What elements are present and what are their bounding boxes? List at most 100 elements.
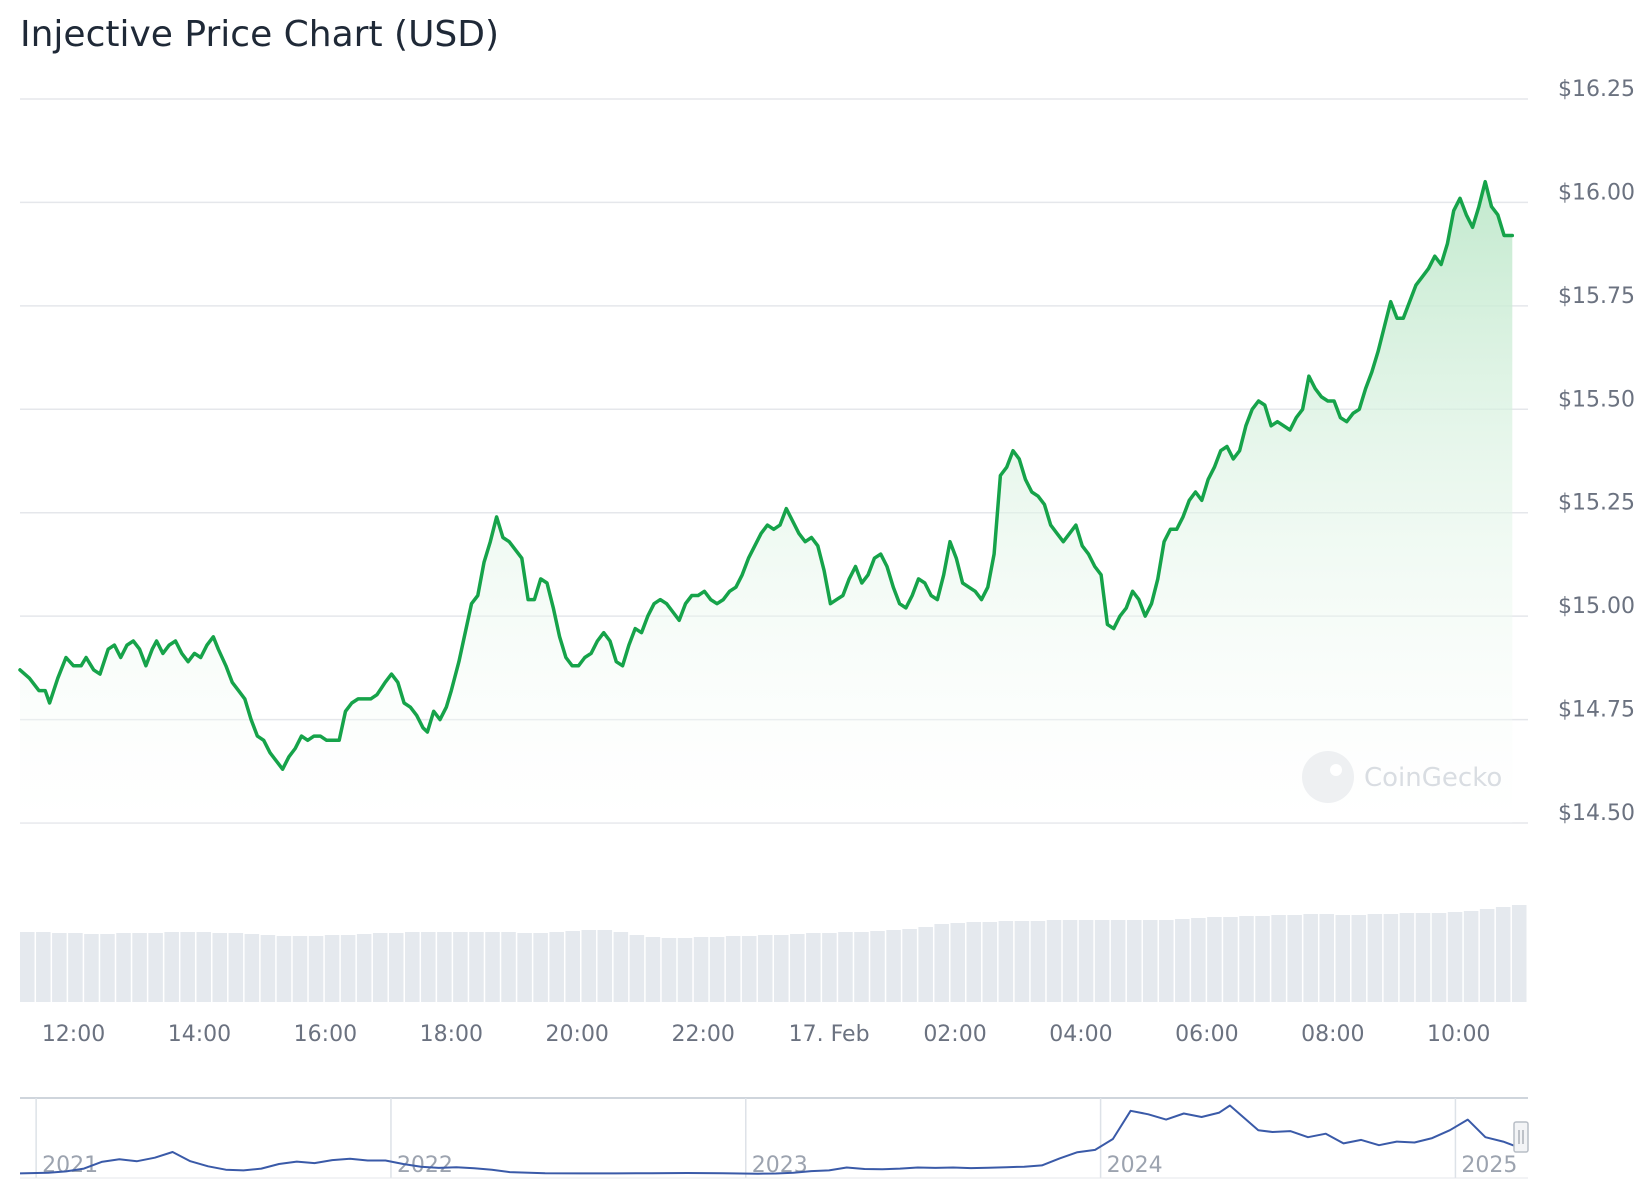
volume-bar: [292, 936, 308, 1002]
volume-bar: [950, 923, 966, 1002]
y-tick-label: $15.75: [1558, 284, 1635, 309]
volume-bar: [469, 932, 484, 1002]
y-tick-label: $15.25: [1558, 491, 1635, 516]
volume-bar: [757, 935, 773, 1002]
volume-bar: [613, 932, 629, 1002]
volume-bar: [164, 932, 179, 1002]
navigator-year-label: 2021: [42, 1153, 98, 1178]
volume-bar: [1094, 920, 1110, 1002]
volume-bar: [1335, 915, 1351, 1002]
volume-bar: [180, 932, 195, 1002]
volume-bar: [324, 935, 340, 1002]
y-tick-label: $15.00: [1558, 594, 1635, 619]
volume-bar: [517, 933, 532, 1002]
volume-bar: [645, 937, 661, 1002]
volume-bar: [966, 922, 982, 1002]
coingecko-watermark: CoinGecko: [1302, 751, 1502, 803]
volume-bar: [549, 932, 564, 1002]
volume-bar: [1287, 915, 1302, 1002]
y-tick-label: $15.50: [1558, 387, 1635, 412]
volume-bar: [1046, 920, 1062, 1002]
x-tick-label: 02:00: [923, 1022, 986, 1047]
y-tick-label: $16.25: [1558, 77, 1635, 102]
volume-bar: [1110, 920, 1126, 1002]
volume-bar: [356, 934, 372, 1002]
volume-bar: [822, 933, 837, 1002]
volume-bar: [132, 933, 147, 1002]
volume-bar: [84, 934, 99, 1002]
volume-bar: [597, 930, 613, 1002]
volume-bar: [1062, 920, 1078, 1002]
volume-bar: [982, 922, 998, 1002]
volume-bar: [1511, 905, 1527, 1002]
volume-bar: [1367, 914, 1383, 1002]
volume-bar: [661, 938, 677, 1002]
volume-bar: [581, 930, 597, 1002]
x-tick-label: 20:00: [546, 1022, 609, 1047]
x-tick-label: 04:00: [1049, 1022, 1112, 1047]
volume-bar: [533, 933, 548, 1002]
volume-bar: [1271, 915, 1286, 1002]
volume-bar: [1255, 916, 1270, 1002]
volume-bar: [52, 933, 67, 1002]
volume-bar: [1431, 913, 1447, 1002]
volume-bar: [709, 937, 725, 1002]
volume-bar: [725, 936, 741, 1002]
volume-bar: [1495, 907, 1511, 1002]
x-tick-label: 17. Feb: [789, 1022, 870, 1047]
navigator-year-label: 2024: [1107, 1153, 1163, 1178]
volume-bar: [453, 932, 468, 1002]
volume-bar: [20, 932, 35, 1002]
volume-bar: [485, 932, 500, 1002]
volume-bar: [838, 932, 853, 1002]
chart-title: Injective Price Chart (USD): [20, 14, 500, 55]
volume-bar: [437, 932, 452, 1002]
volume-bar: [1223, 917, 1238, 1002]
volume-bar: [886, 930, 901, 1002]
volume-bar: [421, 932, 436, 1002]
volume-bar: [677, 938, 693, 1002]
volume-bar: [372, 933, 388, 1002]
volume-bar: [565, 931, 580, 1002]
volume-bar: [116, 933, 131, 1002]
volume-bar: [148, 933, 163, 1002]
volume-bar: [276, 936, 292, 1002]
price-area: [20, 181, 1513, 823]
volume-bar: [1383, 914, 1399, 1002]
y-axis-labels: $14.50 $14.75 $15.00 $15.25 $15.50 $15.75 $16.…: [1558, 77, 1635, 826]
volume-bar: [1191, 918, 1206, 1002]
watermark-text: CoinGecko: [1364, 763, 1502, 793]
navigator-handle[interactable]: [1513, 1121, 1529, 1153]
navigator-year-label: 2025: [1461, 1153, 1517, 1178]
x-tick-label: 12:00: [42, 1022, 105, 1047]
volume-bar: [388, 933, 404, 1002]
volume-bar: [244, 934, 260, 1002]
volume-bar: [340, 935, 356, 1002]
volume-bar: [934, 924, 949, 1002]
volume-bar: [806, 933, 821, 1002]
volume-bar: [1447, 912, 1463, 1002]
volume-bar: [629, 935, 645, 1002]
volume-bar: [1463, 911, 1479, 1002]
volume-bar: [854, 932, 869, 1002]
x-tick-label: 08:00: [1301, 1022, 1364, 1047]
x-axis-labels: 12:00 14:00 16:00 18:00 20:00 22:00 17. Feb 02:…: [42, 1022, 1491, 1047]
volume-bar: [501, 932, 516, 1002]
x-tick-label: 14:00: [168, 1022, 231, 1047]
volume-bar: [1159, 920, 1174, 1002]
volume-bar: [100, 934, 115, 1002]
volume-bar: [998, 921, 1014, 1002]
volume-bar: [1014, 921, 1030, 1002]
x-tick-label: 18:00: [420, 1022, 483, 1047]
volume-bar: [693, 937, 709, 1002]
y-tick-label: $14.75: [1558, 698, 1635, 723]
volume-bar: [870, 931, 885, 1002]
range-navigator[interactable]: 2021 2022 2023 2024 2025: [19, 1097, 1529, 1179]
y-tick-label: $16.00: [1558, 180, 1635, 205]
navigator-series-line: [19, 1104, 1522, 1175]
volume-bar: [1207, 917, 1222, 1002]
volume-bar: [1479, 909, 1495, 1002]
volume-bar: [774, 935, 789, 1002]
volume-bar: [1351, 915, 1367, 1002]
